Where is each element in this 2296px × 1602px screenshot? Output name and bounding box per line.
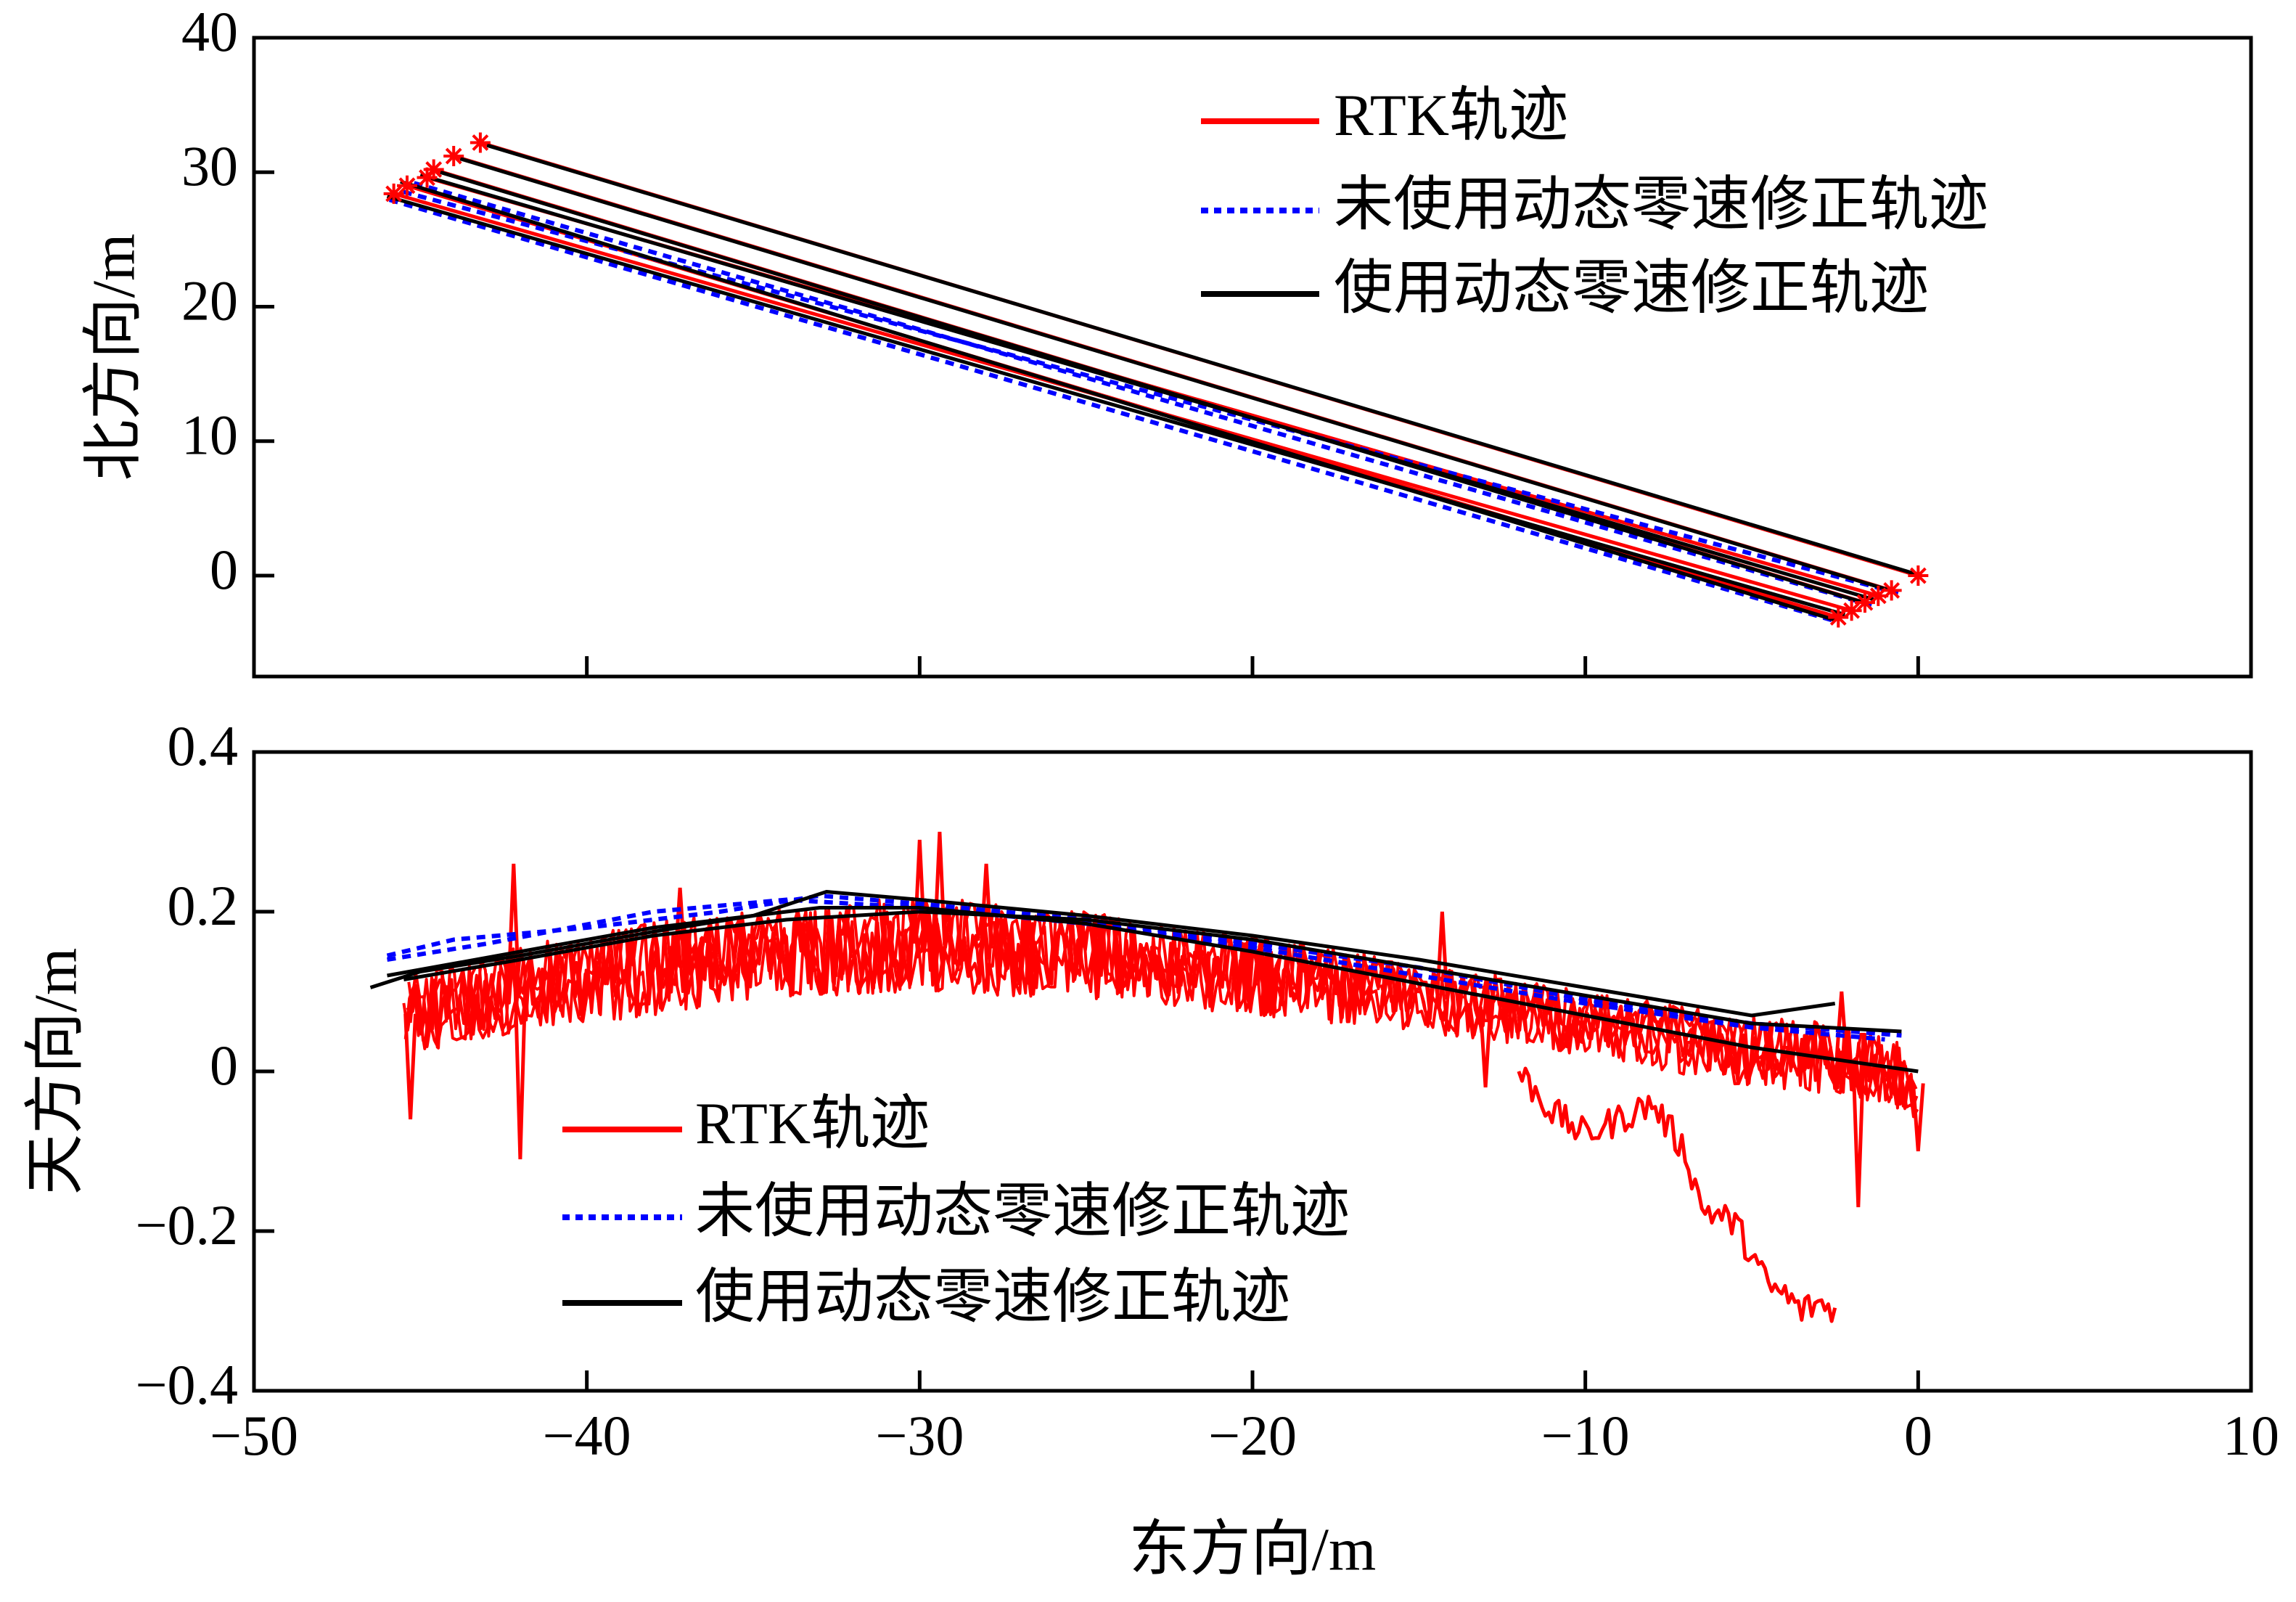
top-y-axis-label: 北方向/m — [80, 234, 147, 481]
top-rtk-turn-marker-1-1 — [443, 146, 464, 167]
bottom-plot-data — [369, 831, 1925, 1323]
bottom-panel: −0.4−0.200.20.4−50 −40 −30 −20 −10 0 10 天方向/m … — [22, 714, 2279, 1583]
bottom-series-rtk-noise-4 — [409, 898, 1918, 1106]
top-y-tick-label-0: 0 — [210, 538, 238, 601]
bottom-series-rtk-spike-1 — [507, 863, 521, 989]
top-rtk-turn-marker-5-1 — [383, 183, 404, 204]
bottom-series-rtk-spike-0 — [403, 1013, 417, 1120]
top-rtk-turn-marker-5-0 — [1841, 600, 1862, 621]
bottom-series-rtk-spike-10 — [1851, 1061, 1866, 1208]
bottom-ticks: −0.4 −0.2 0 0.2 0.4 −50 −40 −30 −20 −10 0 10 — [136, 714, 2280, 1467]
top-series-zupt-pass-3 — [400, 179, 1836, 622]
top-rtk-turn-marker-2-1 — [423, 159, 444, 180]
top-plot-data — [383, 132, 1929, 628]
top-rtk-turn-marker-2-0 — [1854, 592, 1875, 613]
top-rtk-turn-marker-4-1 — [417, 167, 438, 188]
top-y-tick-label-3: 30 — [181, 134, 238, 197]
top-rtk-turn-marker-3-1 — [396, 175, 417, 196]
bottom-y-tick-label-0: −0.4 — [136, 1353, 239, 1416]
top-series-zupt-pass-0 — [486, 143, 1922, 578]
bottom-series-rtk-spike-6 — [979, 863, 993, 949]
x-axis-label: 东方向/m — [1129, 1516, 1377, 1583]
top-y-tick-label-2: 20 — [181, 269, 238, 332]
bottom-y-axis-label: 天方向/m — [22, 948, 89, 1196]
x-tick-label-1: −40 — [543, 1404, 631, 1467]
top-rtk-turn-marker-0-0 — [1908, 565, 1929, 587]
top-rtk-turn-marker-3-0 — [1828, 607, 1849, 628]
bottom-series-rtk-spike-11 — [1911, 1083, 1925, 1152]
top-y-tick-label-4: 40 — [181, 0, 238, 63]
top-series-zupt-pass-1 — [459, 157, 1895, 594]
bottom-series-rtk-spike-3 — [673, 887, 687, 965]
x-tick-label-5: 0 — [1904, 1404, 1932, 1467]
top-rtk-turn-marker-4-0 — [1868, 585, 1889, 606]
top-legend-label-no-zupt: 未使用动态零速修正轨迹 — [1334, 171, 1988, 237]
x-tick-label-2: −30 — [875, 1404, 964, 1467]
top-series-zupt-pass-4 — [419, 173, 1876, 602]
bottom-series-rtk-divergent-branch — [1517, 1066, 1837, 1323]
bottom-legend-label-rtk: RTK轨迹 — [695, 1090, 930, 1156]
bottom-series-rtk-spike-2 — [513, 987, 528, 1160]
bottom-y-tick-label-1: −0.2 — [136, 1193, 239, 1256]
top-ticks: 0 10 20 30 40 — [181, 0, 1920, 677]
top-rtk-turn-marker-1-0 — [1881, 580, 1902, 601]
x-tick-label-0: −50 — [210, 1404, 298, 1467]
x-tick-label-4: −10 — [1541, 1404, 1630, 1467]
bottom-series-zupt-pass-2 — [387, 906, 1919, 1074]
bottom-series-rtk-spike-8 — [1478, 1006, 1493, 1088]
top-legend-label-rtk: RTK轨迹 — [1334, 82, 1568, 148]
bottom-y-tick-label-4: 0.4 — [168, 714, 239, 777]
top-legend-label-zupt: 使用动态零速修正轨迹 — [1334, 255, 1929, 321]
x-tick-label-3: −20 — [1208, 1404, 1297, 1467]
bottom-series-zupt-pass-0 — [369, 890, 1836, 1018]
bottom-y-tick-label-2: 0 — [210, 1034, 238, 1097]
top-panel: 0 10 20 30 40 北方向/m RTK轨迹 未使用动态零速修正轨迹 使用动态零速… — [80, 0, 2253, 679]
x-tick-label-6: 10 — [2223, 1404, 2279, 1467]
bottom-legend-label-zupt: 使用动态零速修正轨迹 — [695, 1264, 1290, 1330]
top-series-zupt-pass-5 — [386, 195, 1846, 617]
top-series-no-zupt-pass-1 — [386, 197, 1832, 623]
bottom-legend: RTK轨迹 未使用动态零速修正轨迹 使用动态零速修正轨迹 — [562, 1090, 1350, 1330]
bottom-series-no-zupt-pass-0 — [386, 894, 1902, 1038]
top-legend: RTK轨迹 未使用动态零速修正轨迹 使用动态零速修正轨迹 — [1201, 82, 1988, 321]
bottom-legend-label-no-zupt: 未使用动态零速修正轨迹 — [695, 1178, 1350, 1244]
bottom-series-zupt-pass-1 — [403, 910, 1902, 1034]
bottom-y-tick-label-3: 0.2 — [168, 874, 239, 937]
top-rtk-turn-marker-0-1 — [470, 132, 491, 153]
top-y-tick-label-1: 10 — [181, 404, 238, 467]
bottom-series-rtk-noise-3 — [407, 902, 1916, 1110]
